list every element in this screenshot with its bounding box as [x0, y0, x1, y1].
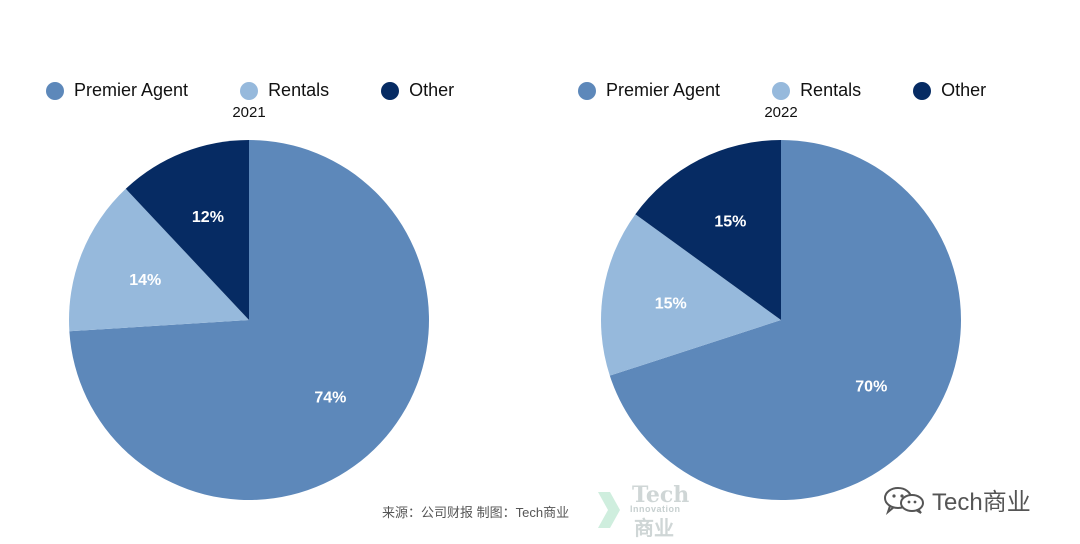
- legend-item-other[interactable]: Other: [913, 80, 986, 101]
- legend-swatch-premier-agent: [578, 81, 596, 100]
- pie-chart-2021: Premier Agent Rentals Other 2021 74% 14% 1…: [46, 80, 454, 500]
- pie-slice-other[interactable]: [635, 140, 781, 320]
- legend: Premier Agent Rentals Other: [578, 80, 986, 101]
- watermark-tech: Tech: [632, 482, 690, 508]
- legend-item-other[interactable]: Other: [381, 80, 454, 101]
- legend-swatch-rentals: [772, 81, 791, 100]
- wechat-attribution: Tech商业: [882, 482, 1031, 517]
- pie-slice-other[interactable]: [125, 140, 249, 320]
- legend-swatch-other: [381, 81, 400, 100]
- pie-slice-rentals[interactable]: [68, 188, 249, 332]
- pie-slice-rentals[interactable]: [601, 214, 781, 376]
- legend-label: Rentals: [268, 80, 330, 100]
- source-caption: 来源：公司财报 制图：Tech商业: [382, 505, 570, 520]
- legend-label: Other: [409, 80, 455, 100]
- pie-label-rentals: 14%: [129, 272, 161, 289]
- legend-item-rentals[interactable]: Rentals: [240, 80, 329, 101]
- watermark-innovation: Innovation: [630, 504, 681, 514]
- chart-title: 2021: [232, 104, 266, 121]
- pie-label-other: 12%: [192, 209, 224, 226]
- legend-label: Premier Agent: [74, 80, 189, 100]
- pie-label-premier-agent: 70%: [855, 379, 887, 396]
- pie-slice-premier-agent[interactable]: [609, 140, 961, 500]
- legend-item-premier-agent[interactable]: Premier Agent: [578, 80, 720, 101]
- pie: 74% 14% 12%: [68, 140, 429, 500]
- pie: 70% 15% 15%: [601, 140, 961, 500]
- watermark-cn: 商业: [634, 518, 674, 540]
- wechat-icon: [884, 486, 924, 515]
- pie-label-premier-agent: 74%: [314, 389, 346, 406]
- chart-title: 2022: [764, 104, 798, 121]
- pie-slice-premier-agent[interactable]: [69, 140, 429, 500]
- legend-item-rentals[interactable]: Rentals: [772, 80, 861, 101]
- pie-label-other: 15%: [714, 214, 746, 231]
- legend: Premier Agent Rentals Other: [46, 80, 454, 101]
- pie-chart-2022: Premier Agent Rentals Other 2022 70% 15% 1…: [532, 0, 1072, 544]
- pie-label-rentals: 15%: [655, 296, 687, 313]
- watermark-logo: Tech Innovation 商业: [596, 482, 696, 540]
- legend-swatch-other: [913, 81, 932, 100]
- legend-swatch-rentals: [240, 81, 259, 100]
- wechat-account-name: Tech商业: [932, 489, 1031, 516]
- legend-label: Premier Agent: [606, 80, 721, 100]
- chevron-right-icon: [598, 492, 620, 528]
- legend-label: Rentals: [800, 80, 862, 100]
- legend-item-premier-agent[interactable]: Premier Agent: [46, 80, 188, 101]
- legend-swatch-premier-agent: [46, 81, 64, 100]
- legend-label: Other: [941, 80, 987, 100]
